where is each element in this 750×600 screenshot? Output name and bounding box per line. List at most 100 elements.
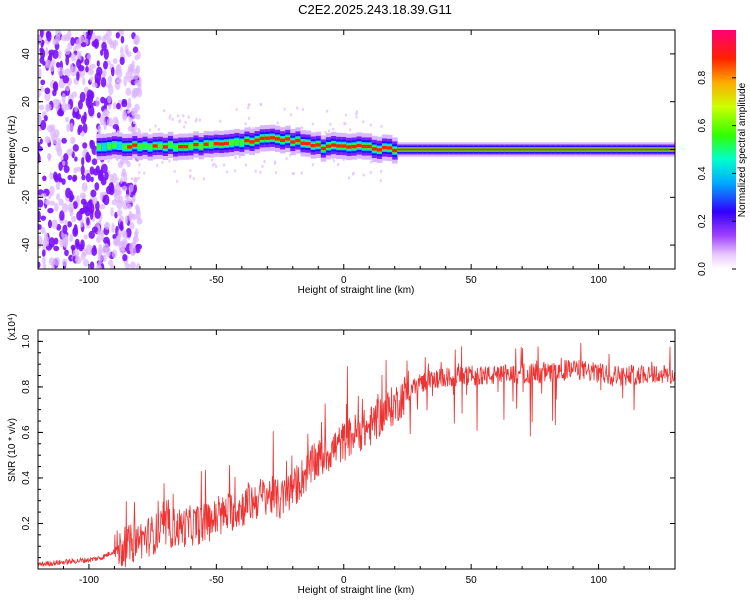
spectrogram-noise-blob: [96, 235, 102, 244]
spectrogram-ridge-cell: [534, 148, 541, 151]
spectrogram-noise-blob: [108, 259, 114, 267]
spectrogram-ridge-cell: [427, 148, 434, 151]
spectrogram-noise-blob: [110, 207, 114, 217]
spectrogram-ridge-cell: [178, 145, 184, 149]
spectrogram-noise-dot: [143, 171, 146, 175]
spectrogram-ridge-cell: [514, 148, 520, 151]
spectrogram-noise-blob: [110, 66, 115, 77]
spectrogram-noise-dot: [171, 117, 174, 121]
spectrogram-ridge-cell: [412, 148, 419, 151]
spectrogram-noise-dot: [195, 117, 198, 121]
snr-ytick-label: 0.8: [21, 380, 32, 394]
spectrogram-noise-blob: [129, 213, 136, 219]
spectrogram-ridge-cell: [575, 148, 582, 151]
spectrogram-ridge-cell: [657, 148, 663, 151]
spectrogram-noise-dot: [285, 156, 288, 161]
spectrogram-noise-blob: [44, 87, 51, 95]
spectrogram-noise-blob: [99, 204, 106, 210]
spectrogram-ridge-cell: [468, 148, 475, 151]
spectrogram-xtick-label: -50: [209, 275, 224, 286]
spectrogram-noise-blob: [71, 91, 78, 98]
spectrogram-noise-blob: [87, 102, 94, 108]
spectrogram-noise-blob: [105, 82, 112, 89]
spectrogram-noise-blob: [128, 184, 134, 193]
spectrogram-noise-blob: [104, 221, 111, 230]
spectrogram-noise-dot: [379, 169, 383, 173]
spectrogram-noise-blob: [38, 146, 43, 152]
spectrogram-noise-dot: [161, 160, 164, 164]
spectrogram-noise-blob: [83, 234, 88, 240]
spectrogram-noise-blob: [70, 36, 75, 46]
spectrogram-ridge-cell: [152, 144, 159, 148]
snr-scale-label: (x10⁴): [7, 313, 18, 340]
spectrogram-ridge-cell: [494, 148, 500, 151]
spectrogram-noise-blob: [126, 160, 131, 168]
spectrogram-ridge-cell: [570, 148, 577, 151]
spectrogram-noise-dot: [361, 120, 365, 124]
spectrogram-noise-blob: [40, 215, 47, 221]
spectrogram-noise-dot: [198, 118, 202, 122]
snr-frame: [37, 329, 676, 570]
spectrogram-noise-blob: [104, 98, 108, 109]
spectrogram-noise-dot: [344, 113, 348, 117]
spectrogram-noise-dot: [235, 107, 238, 112]
spectrogram-noise-blob: [55, 30, 62, 37]
spectrogram-ridge-cell: [101, 142, 108, 152]
spectrogram-ridge-cell: [392, 148, 398, 153]
spectrogram-noise-dot: [325, 109, 329, 113]
spectrogram-noise-blob: [100, 176, 107, 186]
spectrogram-ridge-cell: [356, 143, 362, 148]
spectrogram-noise-blob: [116, 209, 123, 217]
spectrogram-noise-blob: [65, 187, 72, 199]
spectrogram-noise-blob: [99, 114, 106, 126]
spectrogram-noise-blob: [48, 257, 56, 266]
spectrogram-noise-dot: [276, 121, 279, 125]
spectrogram-ridge-cell: [331, 143, 337, 147]
spectrogram-ridge-cell: [341, 144, 347, 148]
spectrogram-noise-blob: [71, 215, 77, 223]
spectrogram-ridge-cell: [473, 148, 480, 151]
spectrogram-noise-blob: [75, 256, 82, 264]
spectrogram-noise-blob: [135, 243, 141, 254]
spectrogram-ridge-cell: [550, 148, 556, 151]
spectrogram-noise-dot: [274, 171, 278, 175]
spectrogram-noise-blob: [80, 165, 85, 176]
spectrogram-noise-blob: [103, 48, 109, 60]
spectrogram-noise-dot: [355, 110, 359, 114]
snr-series-line: [38, 342, 675, 568]
spectrogram-noise-dot: [137, 127, 140, 131]
spectrogram-noise-blob: [76, 58, 82, 69]
spectrogram-ridge-cell: [560, 148, 566, 151]
spectrogram-noise-blob: [88, 230, 95, 239]
spectrogram-noise-blob: [82, 259, 90, 267]
spectrogram-noise-blob: [107, 75, 113, 84]
spectrogram-ridge-cell: [218, 142, 225, 146]
spectrogram-noise-blob: [80, 42, 87, 48]
spectrogram-noise-blob: [123, 172, 128, 184]
colorbar-tick-label: 0.6: [697, 118, 708, 132]
spectrogram-noise-blob: [132, 46, 139, 53]
spectrogram-noise-dot: [178, 119, 181, 124]
spectrogram-noise-dot: [187, 115, 190, 119]
spectrogram-noise-blob: [83, 111, 87, 122]
spectrogram-noise-blob: [76, 210, 83, 221]
spectrogram-noise-blob: [112, 101, 117, 110]
spectrogram-noise-dot: [157, 127, 161, 132]
spectrogram-ridge-cell: [387, 146, 393, 150]
snr-xtick-label: 100: [590, 575, 607, 586]
spectrogram-ridge-cell: [162, 145, 169, 149]
spectrogram-noise-blob: [133, 184, 138, 194]
spectrogram-ridge-cell: [142, 142, 148, 149]
spectrogram-ytick-label: 40: [21, 48, 32, 60]
spectrogram-noise-blob: [53, 245, 60, 252]
spectrogram-noise-blob: [75, 241, 81, 250]
spectrogram-noise-blob: [86, 217, 90, 226]
spectrogram-ridge-cell: [539, 148, 546, 151]
spectrogram-ridge-cell: [616, 148, 622, 151]
spectrogram-noise-dot: [233, 169, 237, 173]
spectrogram-ridge-cell: [244, 138, 250, 143]
spectrogram-noise-blob: [102, 242, 110, 252]
spectrogram-ridge-cell: [366, 144, 373, 149]
spectrogram-noise-blob: [99, 191, 104, 201]
snr-xtick-label: 0: [341, 575, 347, 586]
